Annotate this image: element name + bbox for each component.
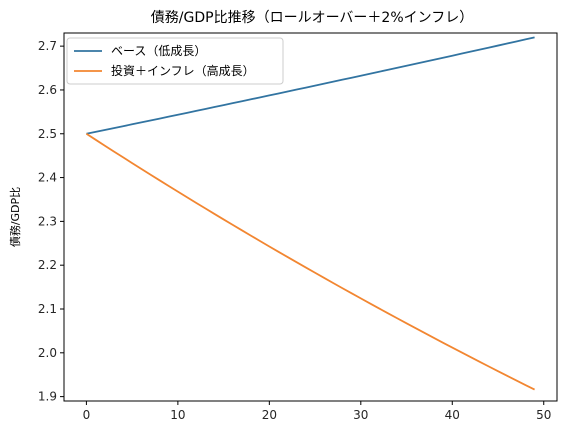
series-line-2 — [85, 133, 535, 391]
x-tick-label: 0 — [83, 408, 91, 422]
y-tick-label: 2.1 — [38, 302, 57, 316]
y-tick-label: 2.5 — [38, 127, 57, 141]
legend-box — [66, 37, 284, 85]
x-tick-label: 30 — [353, 408, 368, 422]
legend-label: 投資＋インフレ（高成長） — [111, 63, 255, 78]
y-tick-label: 1.9 — [38, 390, 57, 404]
series-line-1 — [86, 36, 535, 135]
chart-title: 債務/GDP比推移（ロールオーバー＋2%インフレ） — [151, 10, 473, 26]
x-tick-label: 10 — [170, 408, 185, 422]
x-tick-label: 50 — [536, 408, 551, 422]
y-tick-label: 2.7 — [38, 39, 57, 53]
y-tick-label: 2.3 — [38, 214, 57, 228]
y-tick-label: 2.2 — [38, 258, 57, 272]
x-axis: 0 10 20 30 40 50 — [83, 401, 551, 422]
y-axis-label: 債務/GDP比 — [8, 187, 22, 247]
series-layer — [85, 36, 535, 391]
x-tick-label: 20 — [262, 408, 277, 422]
plot-frame — [63, 32, 558, 402]
legend-label: ベース（低成長） — [111, 44, 206, 58]
y-tick-label: 2.0 — [38, 346, 57, 360]
y-axis: 1.9 2.0 2.1 2.2 2.3 2.4 2.5 2.6 2.7 — [38, 39, 64, 404]
x-tick-label: 40 — [445, 408, 460, 422]
legend: ベース（低成長） 投資＋インフレ（高成長） — [66, 37, 284, 85]
y-tick-label: 2.4 — [38, 171, 57, 185]
y-tick-label: 2.6 — [38, 83, 57, 97]
